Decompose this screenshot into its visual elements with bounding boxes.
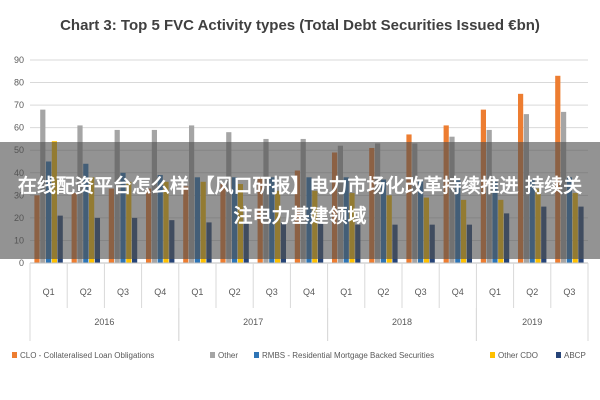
legend-label: Other CDO bbox=[498, 351, 538, 360]
x-tick-label: Q3 bbox=[563, 287, 575, 297]
x-tick-label: Q2 bbox=[80, 287, 92, 297]
x-tick-label: Q4 bbox=[452, 287, 464, 297]
x-tick-label: Q1 bbox=[340, 287, 352, 297]
legend-swatch bbox=[210, 352, 215, 358]
legend: CLO - Collateralised Loan Obligations Oth… bbox=[12, 351, 586, 360]
year-label: 2017 bbox=[243, 317, 263, 327]
x-tick-label: Q3 bbox=[415, 287, 427, 297]
legend-label: ABCP bbox=[564, 351, 586, 360]
x-tick-label: Q3 bbox=[117, 287, 129, 297]
x-tick-label: Q4 bbox=[154, 287, 166, 297]
y-tick-label: 90 bbox=[14, 55, 24, 65]
x-tick-label: Q2 bbox=[229, 287, 241, 297]
year-label: 2016 bbox=[94, 317, 114, 327]
x-tick-label: Q1 bbox=[191, 287, 203, 297]
y-tick-label: 0 bbox=[19, 258, 24, 268]
y-tick-label: 80 bbox=[14, 78, 24, 88]
x-tick-label: Q1 bbox=[43, 287, 55, 297]
legend-label: CLO - Collateralised Loan Obligations bbox=[20, 351, 154, 360]
y-tick-label: 60 bbox=[14, 123, 24, 133]
year-label: 2018 bbox=[392, 317, 412, 327]
year-label: 2019 bbox=[522, 317, 542, 327]
legend-swatch bbox=[490, 352, 495, 358]
legend-swatch bbox=[12, 352, 17, 358]
x-tick-label: Q2 bbox=[526, 287, 538, 297]
overlay-banner-text: 在线配资平台怎么样 【风口研报】电力市场化改革持续推进 持续关注电力基建领域 bbox=[17, 174, 583, 227]
legend-swatch bbox=[254, 352, 259, 358]
x-tick-label: Q3 bbox=[266, 287, 278, 297]
legend-label: Other bbox=[218, 351, 238, 360]
x-tick-label: Q1 bbox=[489, 287, 501, 297]
y-tick-label: 70 bbox=[14, 100, 24, 110]
chart-title: Chart 3: Top 5 FVC Activity types (Total… bbox=[60, 17, 540, 34]
legend-swatch bbox=[556, 352, 561, 358]
x-tick-label: Q2 bbox=[377, 287, 389, 297]
overlay-banner: 在线配资平台怎么样 【风口研报】电力市场化改革持续推进 持续关注电力基建领域 bbox=[0, 142, 600, 259]
legend-label: RMBS - Residential Mortgage Backed Secur… bbox=[262, 351, 434, 360]
x-tick-label: Q4 bbox=[303, 287, 315, 297]
